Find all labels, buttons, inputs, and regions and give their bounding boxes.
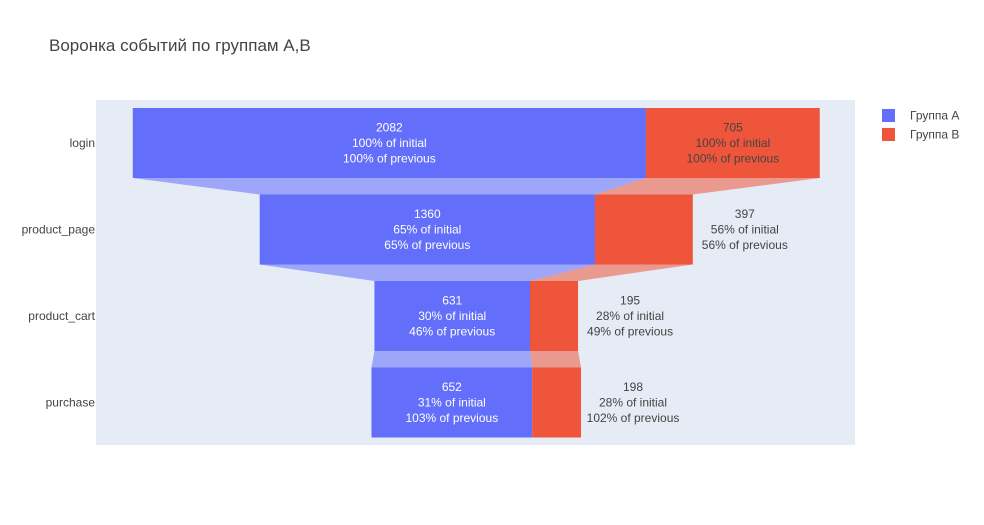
ytick-purchase: purchase [46,396,96,410]
bar-a-login[interactable] [132,108,646,178]
ytick-product_page: product_page [22,223,96,237]
bar-b-product_cart[interactable] [529,281,579,351]
ytick-product_cart: product_cart [28,309,95,323]
bar-b-product_page[interactable] [594,194,693,265]
legend-label-1[interactable]: Группа B [910,128,959,142]
legend-swatch-1[interactable] [882,128,895,141]
bar-a-purchase[interactable] [371,367,533,438]
label-a-login: 2082 100% of initial 100% of previous [343,121,436,166]
funnel-bars [132,108,820,438]
label-a-product_cart: 631 30% of initial 46% of previous [409,294,495,339]
label-b-login: 705 100% of initial 100% of previous [686,121,779,166]
label-a-product_page: 1360 65% of initial 65% of previous [384,207,470,252]
legend-label-0[interactable]: Группа A [910,109,959,123]
bar-a-product_cart[interactable] [374,281,530,351]
label-b-purchase: 198 28% of initial 102% of previous [587,380,680,425]
bar-b-login[interactable] [645,108,820,178]
bar-a-product_page[interactable] [259,194,595,265]
connector-b-product_page [529,264,693,281]
label-b-product_cart: 195 28% of initial 49% of previous [587,294,673,339]
chart-title: Воронка событий по группам A,B [49,36,311,55]
legend[interactable]: Группа A Группа B [882,109,959,142]
bar-b-purchase[interactable] [532,367,582,438]
connector-a-product_page [259,264,595,281]
connector-a-product_cart [371,351,533,368]
label-a-purchase: 652 31% of initial 103% of previous [405,380,498,425]
connector-b-login [594,178,820,195]
funnel-connectors [132,178,820,368]
label-b-product_page: 397 56% of initial 56% of previous [702,207,788,252]
funnel-labels: 2082 100% of initial 100% of previous 705 10… [343,121,788,426]
legend-swatch-0[interactable] [882,109,895,122]
ytick-login: login [70,136,95,150]
y-axis: login product_page product_cart purchase [22,136,96,410]
connector-b-product_cart [529,351,582,368]
connector-a-login [132,178,646,195]
